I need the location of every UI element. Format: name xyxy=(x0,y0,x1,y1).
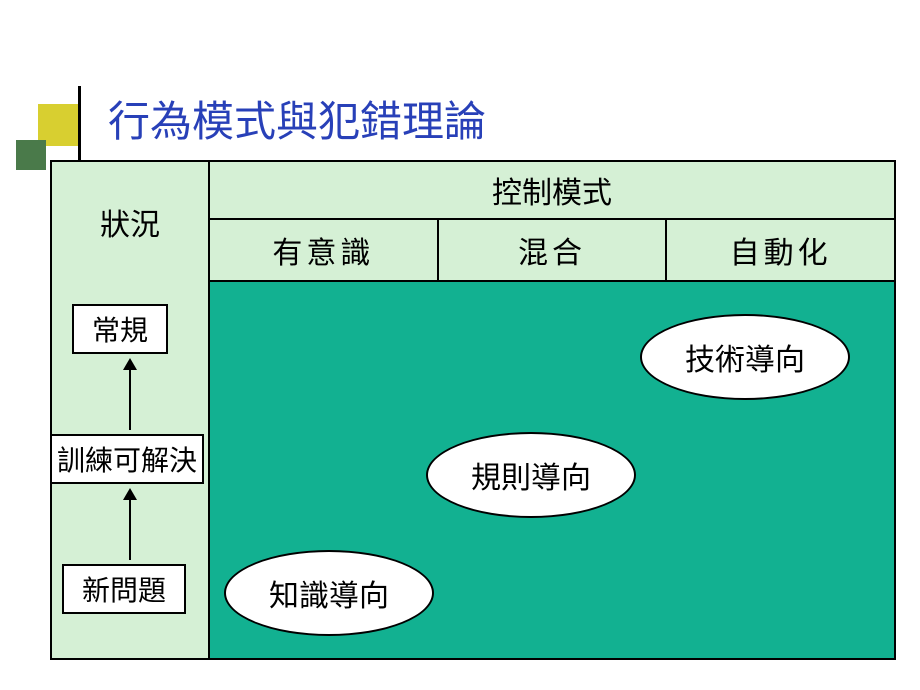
title-bullet-green xyxy=(16,140,46,170)
arrow-line xyxy=(129,370,131,430)
title-vertical-line xyxy=(78,86,81,164)
arrow-up-2 xyxy=(123,488,137,560)
sub-automated: 自動化 xyxy=(667,220,894,280)
sub-mixed: 混合 xyxy=(439,220,668,280)
main-diagram-area: 技術導向 規則導向 知識導向 xyxy=(210,282,894,658)
ellipse-knowledge: 知識導向 xyxy=(224,550,434,636)
ellipse-rule: 規則導向 xyxy=(426,432,636,518)
status-box-routine: 常規 xyxy=(72,304,168,354)
status-box-trainable: 訓練可解決 xyxy=(50,434,204,484)
status-body: 常規 訓練可解決 新問題 xyxy=(52,282,208,658)
ellipse-skill: 技術導向 xyxy=(640,314,850,400)
slide-title: 行為模式與犯錯理論 xyxy=(108,88,486,149)
arrow-line xyxy=(129,500,131,560)
control-header: 控制模式 xyxy=(210,162,894,220)
status-column: 狀況 常規 訓練可解決 新問題 xyxy=(52,162,210,658)
status-header: 狀況 xyxy=(52,162,208,282)
control-subheader-row: 有意識 混合 自動化 xyxy=(210,220,894,282)
arrow-head-icon xyxy=(123,358,137,370)
sub-conscious: 有意識 xyxy=(210,220,439,280)
arrow-up-1 xyxy=(123,358,137,430)
arrow-head-icon xyxy=(123,488,137,500)
diagram-table: 狀況 常規 訓練可解決 新問題 控制模式 有意識 混合 自動化 技術導向 規則導… xyxy=(50,160,896,660)
status-box-new-problem: 新問題 xyxy=(62,564,186,614)
control-column: 控制模式 有意識 混合 自動化 技術導向 規則導向 知識導向 xyxy=(210,162,894,658)
